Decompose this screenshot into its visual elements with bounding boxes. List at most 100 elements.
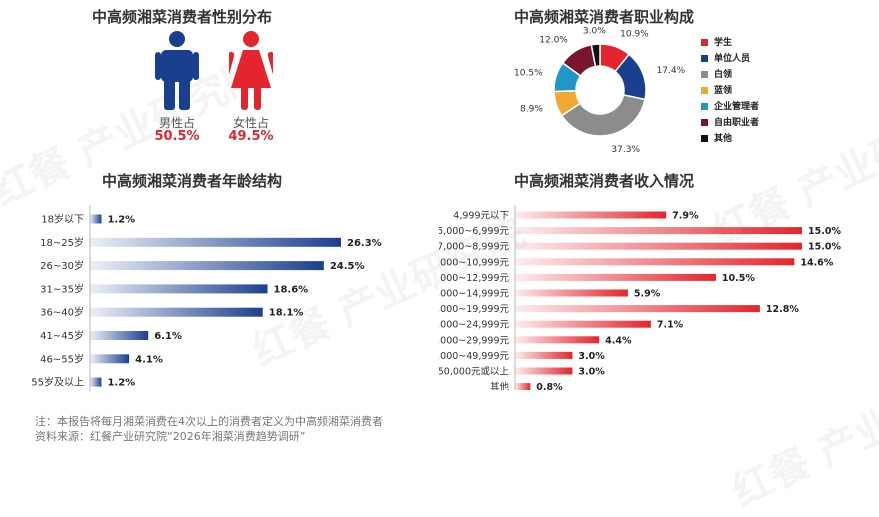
- data-label: 15.0%: [808, 242, 841, 253]
- data-label: 24.5%: [330, 261, 365, 272]
- legend-item: 企业管理者: [701, 99, 759, 112]
- data-label: 4.1%: [135, 354, 163, 365]
- bar: [515, 367, 573, 375]
- category-label: 46~55岁: [40, 352, 84, 365]
- pie-data-label: 10.5%: [514, 68, 543, 78]
- bar: [90, 331, 149, 340]
- category-label: 20,000~24,999元: [439, 320, 509, 331]
- data-label: 10.5%: [722, 273, 755, 284]
- data-label: 3.0%: [578, 367, 605, 378]
- age-bar-chart: 18岁以下 1.2% 18~25岁 26.3% 26~30岁 24.5% 31~35岁 18.…: [31, 205, 382, 392]
- legend-label: 学生: [714, 38, 733, 48]
- category-label: 其他: [490, 381, 510, 390]
- bar: [90, 377, 102, 387]
- bar: [90, 284, 268, 294]
- bar: [515, 289, 628, 297]
- data-label: 12.8%: [766, 304, 799, 315]
- bar: [515, 242, 802, 250]
- footnotes: 注：本报告将每月湘菜消费在4次以上的消费者定义为中高频湘菜消费者 资料来源：红餐…: [35, 414, 383, 444]
- category-label: 25,000~29,999元: [439, 335, 509, 346]
- female-figure-icon: [229, 31, 273, 110]
- category-label: 11,000~12,999元: [439, 273, 509, 284]
- income-title: 中高频湘菜消费者收入情况: [514, 172, 695, 190]
- data-label: 18.6%: [274, 284, 309, 295]
- legend-item: 其他: [701, 131, 732, 144]
- bar: [515, 258, 795, 266]
- bar: [515, 383, 531, 390]
- pie-data-label: 17.4%: [657, 66, 686, 76]
- category-label: 13,000~14,999元: [439, 289, 509, 300]
- data-label: 7.1%: [657, 320, 684, 331]
- legend-swatch: [701, 71, 708, 78]
- data-label: 4.4%: [605, 335, 632, 346]
- legend-label: 自由职业者: [714, 118, 760, 128]
- legend-swatch: [701, 119, 708, 126]
- data-label: 18.1%: [269, 308, 304, 319]
- category-label: 18~25岁: [40, 236, 84, 249]
- legend-swatch: [701, 39, 708, 46]
- pie-data-label: 12.0%: [539, 35, 568, 45]
- pie-slice: [560, 94, 646, 137]
- occupation-pie-chart: 10.9% 17.4% 37.3% 8.9% 10.5% 12.0% 3.0%: [514, 26, 686, 154]
- bar: [90, 307, 263, 317]
- data-label: 26.3%: [347, 238, 382, 249]
- male-value: 50.5%: [154, 129, 200, 144]
- legend-item: 蓝领: [701, 83, 732, 96]
- note-definition: 注：本报告将每月湘菜消费在4次以上的消费者定义为中高频湘菜消费者: [35, 415, 383, 428]
- bar: [515, 273, 716, 281]
- bar: [515, 211, 667, 219]
- data-label: 1.2%: [107, 215, 135, 226]
- category-label: 15,000~19,999元: [439, 304, 509, 315]
- category-label: 9,000~10,999元: [439, 257, 509, 268]
- legend-item: 白领: [701, 67, 732, 80]
- category-label: 55岁及以上: [31, 376, 84, 389]
- pie-slice: [590, 43, 601, 68]
- legend-item: 自由职业者: [701, 115, 759, 128]
- male-figure-icon: [155, 31, 199, 110]
- data-label: 7.9%: [672, 211, 699, 222]
- pie-data-label: 10.9%: [620, 29, 649, 39]
- bar: [515, 336, 600, 344]
- occupation-title: 中高频湘菜消费者职业构成: [514, 8, 695, 26]
- male-label: 男性占: [158, 116, 195, 130]
- data-label: 15.0%: [808, 226, 841, 237]
- bar: [90, 214, 102, 224]
- category-label: 50,000元或以上: [439, 366, 509, 378]
- note-source: 资料来源：红餐产业研究院“2026年湘菜消费趋势调研”: [35, 430, 306, 443]
- pie-data-label: 8.9%: [520, 104, 543, 114]
- legend-swatch: [701, 103, 708, 110]
- gender-title: 中高频湘菜消费者性别分布: [92, 8, 273, 26]
- category-label: 18岁以下: [41, 213, 84, 226]
- legend-label: 其他: [714, 134, 733, 144]
- legend-label: 单位人员: [714, 54, 751, 64]
- category-label: 36~40岁: [40, 306, 84, 319]
- pie-data-label: 37.3%: [611, 145, 640, 154]
- category-label: 4,999元以下: [453, 211, 509, 222]
- data-label: 3.0%: [578, 351, 605, 362]
- bar: [90, 354, 130, 364]
- legend-swatch: [701, 55, 708, 62]
- legend-swatch: [701, 135, 708, 142]
- bar: [515, 227, 802, 235]
- bar: [90, 261, 324, 271]
- legend-label: 企业管理者: [714, 102, 760, 112]
- legend-label: 蓝领: [714, 86, 733, 96]
- legend-swatch: [701, 87, 708, 94]
- female-label: 女性占: [232, 116, 269, 130]
- category-label: 26~30岁: [40, 259, 84, 272]
- data-label: 5.9%: [634, 289, 661, 300]
- category-label: 30,000~49,999元: [439, 351, 509, 362]
- category-label: 7,000~8,999元: [439, 242, 509, 253]
- bar: [90, 237, 341, 247]
- female-value: 49.5%: [228, 129, 274, 144]
- category-label: 5,000~6,999元: [439, 226, 509, 237]
- income-bar-chart: 4,999元以下 7.9% 5,000~6,999元 15.0% 7,000~8,999…: [439, 205, 841, 390]
- bar: [515, 351, 573, 359]
- category-label: 31~35岁: [40, 282, 84, 295]
- data-label: 6.1%: [154, 331, 182, 342]
- data-label: 1.2%: [107, 378, 135, 389]
- age-title: 中高频湘菜消费者年龄结构: [102, 172, 283, 190]
- legend-item: 学生: [701, 35, 732, 48]
- bar: [515, 305, 760, 313]
- pie-data-label: 3.0%: [583, 26, 606, 36]
